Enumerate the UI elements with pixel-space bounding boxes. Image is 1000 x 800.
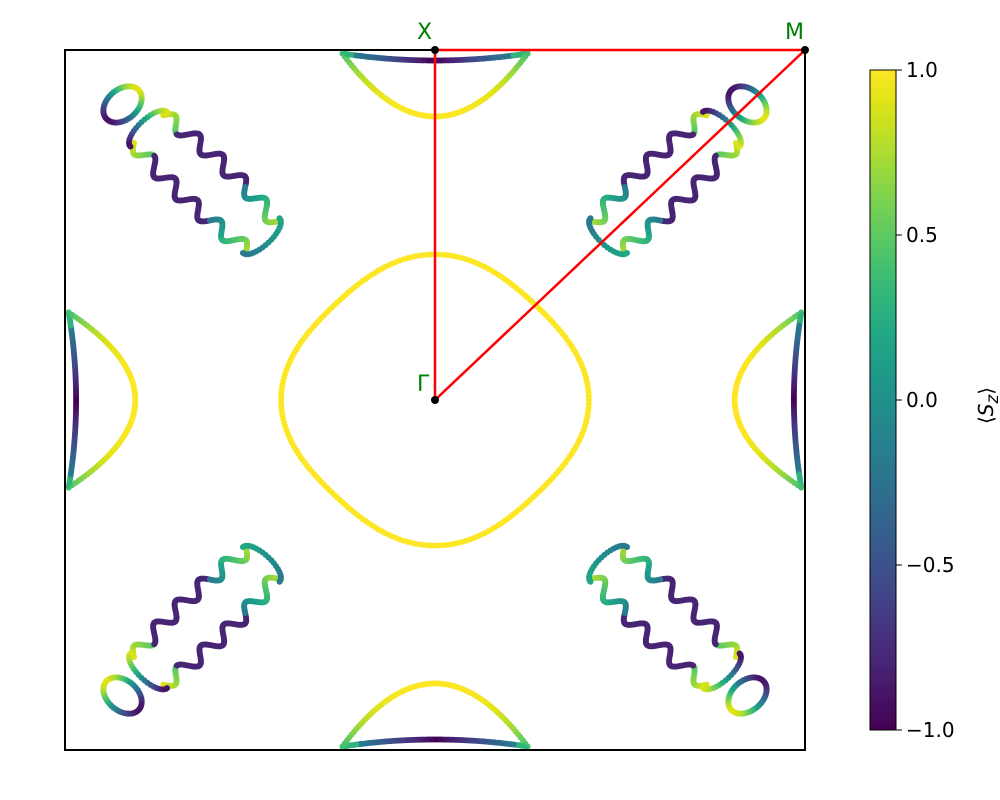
symmetry-point-marker [431,46,439,54]
symmetry-point-marker [431,396,439,404]
symmetry-point-label: X [417,20,432,45]
colorbar [870,70,896,730]
colorbar-tick-label: −1.0 [906,718,955,742]
bz-path-segment [435,50,805,400]
symmetry-point-marker [801,46,809,54]
colorbar-tick-label: −0.5 [906,553,955,577]
fermi-surface-plot [0,0,1000,800]
colorbar-tick-label: 0.5 [906,223,938,247]
symmetry-point-label: Γ [417,372,429,397]
colorbar-tick-label: 1.0 [906,58,938,82]
symmetry-point-label: M [785,20,804,45]
colorbar-tick-label: 0.0 [906,388,938,412]
colorbar-label: ⟨Sz⟩ [974,387,1000,424]
